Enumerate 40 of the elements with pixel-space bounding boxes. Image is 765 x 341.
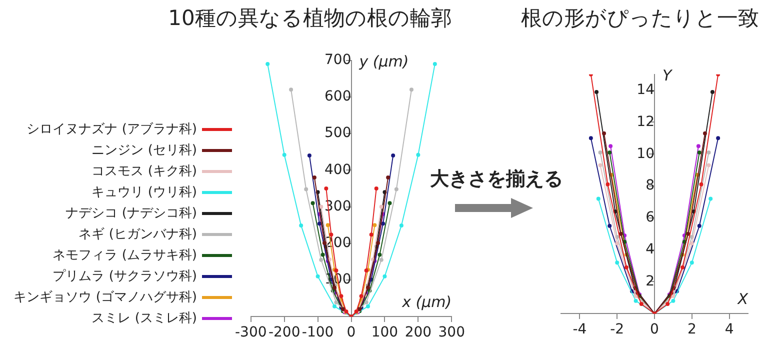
- y-tick-label: 10: [636, 146, 654, 162]
- y-axis-title: Y: [662, 66, 674, 84]
- legend-label: ネギ (ヒガンバナ科): [78, 226, 197, 243]
- x-tick-label: 200: [404, 324, 432, 341]
- x-tick-label: 2: [687, 322, 696, 338]
- legend-label: キュウリ (ウリ科): [92, 184, 197, 201]
- y-tick-label: 4: [646, 241, 655, 258]
- legend-label: プリムラ (サクラソウ科): [52, 268, 197, 285]
- y-tick-label: 500: [324, 125, 352, 142]
- x-tick-label: 300: [438, 324, 466, 341]
- x-tick-label: -300: [234, 324, 267, 341]
- x-tick-label: 4: [724, 322, 734, 338]
- legend-label: ナデシコ (ナデシコ科): [66, 205, 197, 222]
- y-axis-title: y (μm): [358, 52, 409, 70]
- y-tick-label: 700: [324, 52, 352, 68]
- legend-label: ニンジン (セリ科): [92, 142, 197, 159]
- x-tick-label: 0: [346, 324, 356, 341]
- x-axis-title: x (μm): [401, 292, 452, 311]
- x-axis-title: X: [736, 290, 749, 308]
- chart-title: 根の形がぴったりと一致: [520, 5, 760, 32]
- y-tick-label: 6: [646, 210, 655, 226]
- y-tick-label: 14: [636, 82, 655, 98]
- y-tick-label: 12: [636, 114, 654, 130]
- y-tick-label: 400: [324, 162, 352, 178]
- y-tick-label: 600: [324, 88, 352, 105]
- legend-label: ネモフィラ (ムラサキ科): [52, 247, 197, 264]
- x-tick-label: 0: [650, 322, 659, 338]
- legend-label: スミレ (スミレ科): [92, 310, 197, 327]
- x-tick-label: -200: [268, 324, 300, 341]
- y-tick-label: 2: [646, 273, 654, 290]
- x-tick-label: -4: [572, 322, 587, 338]
- legend-label: シロイヌナズナ (アブラナ科): [26, 121, 197, 138]
- annotation: 大きさを揃える: [430, 167, 563, 192]
- x-tick-label: -2: [610, 322, 624, 338]
- x-tick-label: -100: [302, 324, 334, 341]
- chart-title: 10種の異なる植物の根の輪郭: [167, 5, 453, 32]
- legend-label: キンギョソウ (ゴマノハグサ科): [14, 289, 197, 306]
- y-tick-label: 8: [646, 178, 654, 194]
- x-tick-label: 100: [371, 324, 398, 341]
- legend-label: コスモス (キク科): [92, 163, 197, 180]
